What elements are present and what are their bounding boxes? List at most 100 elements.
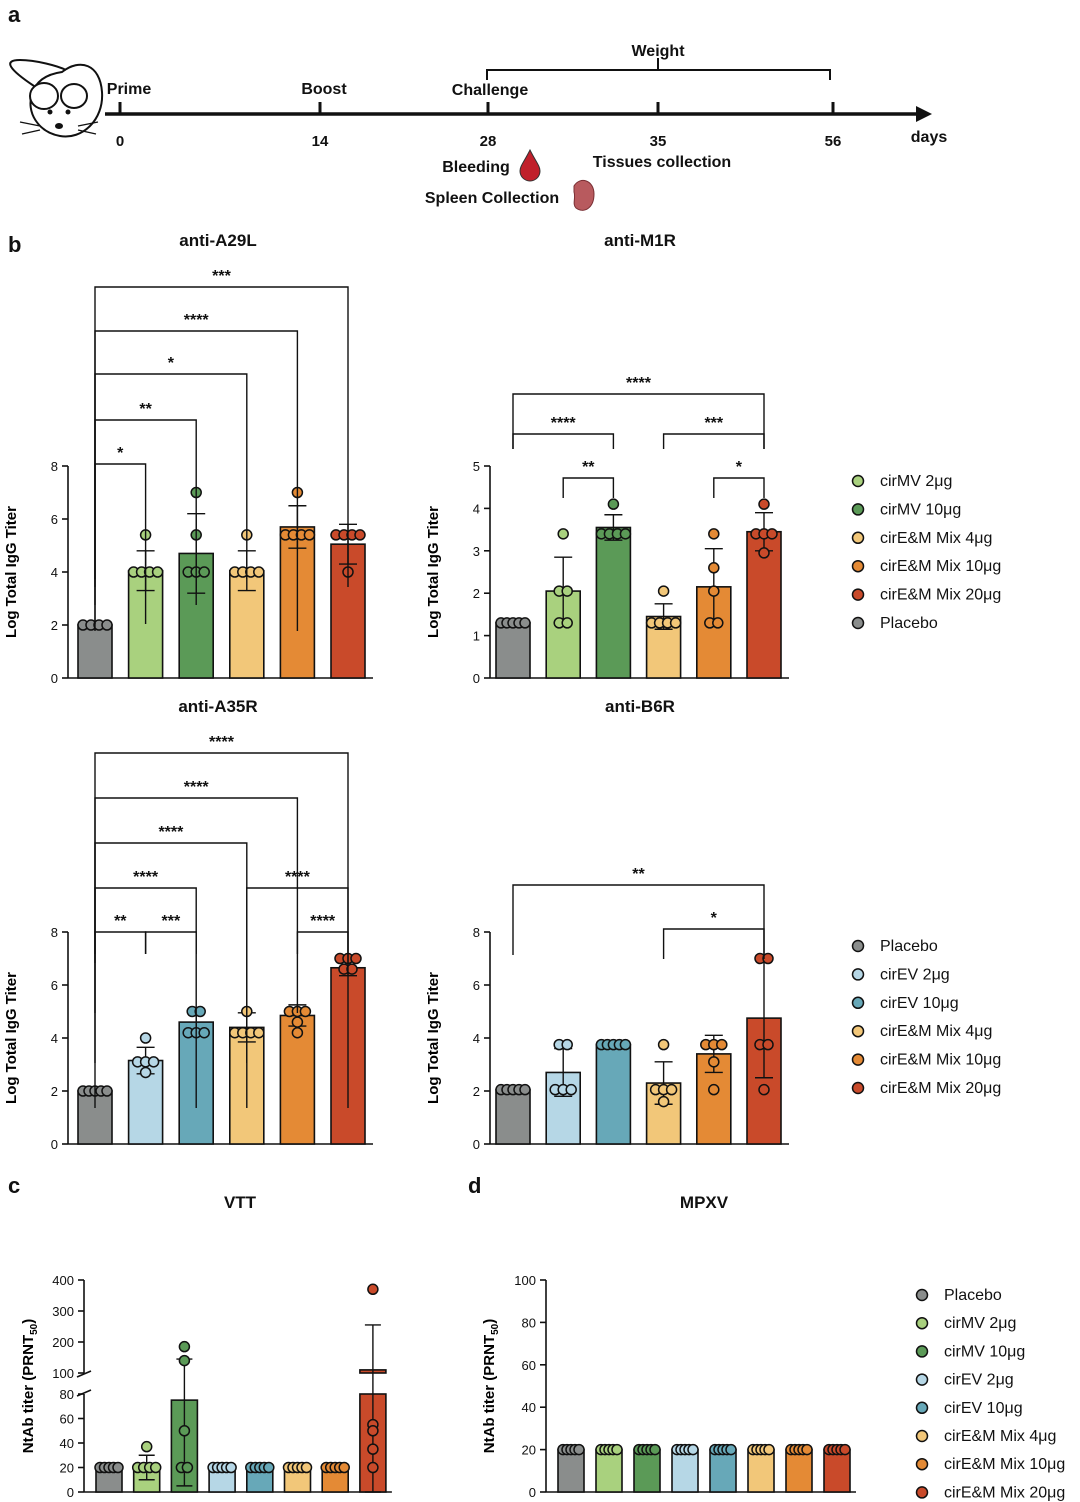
data-point xyxy=(300,1461,313,1474)
data-point xyxy=(708,528,720,540)
timeline-day: 35 xyxy=(650,133,667,150)
significance-label: ** xyxy=(114,913,127,930)
y-tick-label: 0 xyxy=(473,671,480,686)
data-point xyxy=(801,1443,813,1456)
data-point xyxy=(291,1026,304,1039)
legend-label: Placebo xyxy=(880,938,938,955)
legend-label: cirMV 10μg xyxy=(880,501,961,518)
data-point xyxy=(665,1083,678,1096)
significance-bracket xyxy=(246,887,349,1108)
y-axis-label: NtAb titer (PRNT50) xyxy=(20,1319,40,1453)
data-point xyxy=(346,963,358,975)
legend-label: cirE&M Mix 10μg xyxy=(880,1052,1001,1069)
y-tick-label: 80 xyxy=(522,1315,536,1330)
bar-cire-m-mix-10-g xyxy=(785,1448,813,1493)
legend-label: cirEV 10μg xyxy=(944,1400,1023,1417)
spleen-icon xyxy=(573,179,595,211)
data-point xyxy=(839,1443,851,1456)
timeline-event-label: Boost xyxy=(301,81,347,98)
legend-label: cirEV 2μg xyxy=(944,1372,1014,1389)
panel-letter-c: c xyxy=(8,1173,20,1198)
significance-bracket xyxy=(562,477,615,498)
y-tick-label: 0 xyxy=(529,1485,536,1500)
y-axis-label: Log Total IgG Titer xyxy=(3,972,20,1104)
chart-vtt: VTT 0 20 40 60 80 100 200 300 400 NtAb titer (PRNT… xyxy=(20,1193,392,1500)
data-point xyxy=(263,1461,275,1474)
significance-bracket xyxy=(144,931,197,954)
y-tick-label: 80 xyxy=(60,1387,74,1402)
data-point xyxy=(758,547,770,559)
y-tick-label: 60 xyxy=(522,1358,536,1373)
y-tick-label: 6 xyxy=(473,978,480,993)
y-tick-label: 6 xyxy=(51,978,58,993)
legend-swatch xyxy=(851,1053,865,1066)
significance-bracket xyxy=(94,373,248,579)
y-axis-label: NtAb titer (PRNT50) xyxy=(481,1319,501,1453)
legend-swatch xyxy=(851,559,865,573)
timeline: 0 14 28 35 56 Prime Boost Challenge days Weight Bl… xyxy=(9,43,947,211)
data-point xyxy=(758,498,770,510)
significance-label: * xyxy=(168,355,175,372)
data-point xyxy=(762,952,774,965)
bar-cire-m-mix-20-g xyxy=(823,1448,851,1493)
data-point xyxy=(367,1283,379,1296)
data-point xyxy=(561,585,573,597)
legend-swatch xyxy=(915,1457,929,1471)
chart-title: anti-A35R xyxy=(178,697,257,716)
chart-mpxv: MPXV 0 20 40 60 80 100 NtAb titer (PRNT50) xyxy=(481,1193,856,1500)
timeline-event-label: Challenge xyxy=(452,82,529,99)
legend-swatch xyxy=(915,1373,929,1386)
significance-bracket xyxy=(94,931,147,954)
significance-label: **** xyxy=(551,415,577,432)
significance-bracket xyxy=(512,884,765,955)
significance-bracket xyxy=(662,928,765,959)
data-point xyxy=(112,1461,124,1474)
y-tick-label: 6 xyxy=(51,512,58,527)
bar-placebo xyxy=(495,622,531,679)
data-point xyxy=(561,617,573,629)
y-tick-label: 20 xyxy=(522,1443,536,1458)
significance-label: ** xyxy=(139,401,152,418)
significance-bracket xyxy=(296,931,349,954)
legend-label: Placebo xyxy=(944,1287,1002,1304)
bar-placebo xyxy=(77,624,113,679)
panel-letter-a: a xyxy=(8,2,21,27)
data-point xyxy=(354,529,366,541)
bar-placebo xyxy=(557,1448,585,1493)
data-point xyxy=(619,528,632,540)
data-point xyxy=(350,952,362,965)
y-tick-label: 2 xyxy=(51,618,58,633)
data-point xyxy=(151,566,164,578)
data-point xyxy=(762,1038,774,1051)
significance-label: **** xyxy=(184,779,210,796)
data-point xyxy=(140,1440,153,1453)
data-point xyxy=(178,1354,191,1367)
data-point xyxy=(708,585,720,597)
significance-bracket xyxy=(94,842,248,1063)
chart-title: anti-M1R xyxy=(604,231,676,250)
mouse-icon xyxy=(9,58,104,138)
legend-swatch xyxy=(915,1486,929,1499)
legend-label: Placebo xyxy=(880,615,938,632)
significance-label: *** xyxy=(212,268,231,285)
significance-bracket xyxy=(713,477,765,498)
bar-cirev-2-g xyxy=(545,1071,582,1145)
y-tick-label: 4 xyxy=(51,1031,58,1046)
legend-label: cirEV 10μg xyxy=(880,995,959,1012)
data-point xyxy=(198,566,210,578)
legend-swatch xyxy=(915,1345,929,1358)
y-tick-label: 8 xyxy=(51,925,58,940)
legend-swatch xyxy=(851,968,865,981)
data-point xyxy=(291,1016,304,1028)
significance-bracket xyxy=(94,887,197,1108)
y-tick-label: 2 xyxy=(473,586,480,601)
bleeding-label: Bleeding xyxy=(442,159,510,176)
legend-swatch xyxy=(851,503,865,516)
y-tick-label: 2 xyxy=(51,1084,58,1099)
significance-bracket xyxy=(512,393,765,449)
data-point xyxy=(607,498,620,510)
data-point xyxy=(649,1443,661,1456)
bar-cire-m-mix-10-g xyxy=(279,1014,316,1145)
